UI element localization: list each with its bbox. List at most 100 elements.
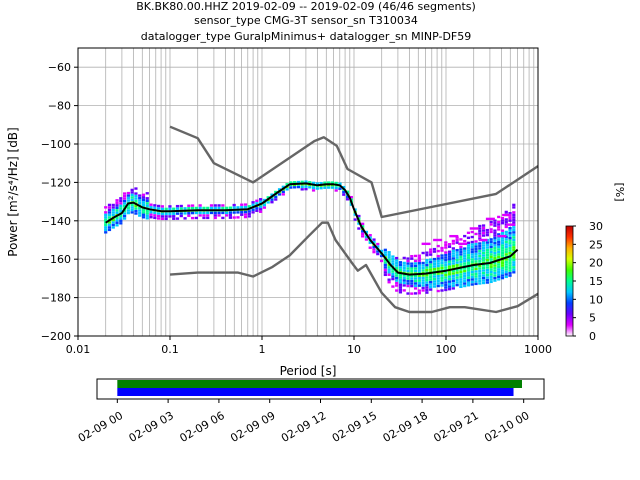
psd-density-cell [485, 231, 489, 234]
psd-density-cell [447, 282, 452, 286]
psd-density-cell [466, 244, 471, 247]
psd-density-cell [463, 234, 467, 238]
psd-density-cell [183, 207, 187, 210]
x-tick-label: 0.1 [161, 343, 179, 356]
psd-density-cell [164, 212, 168, 216]
psd-density-cell [115, 221, 119, 224]
psd-density-cell [500, 231, 505, 235]
title-line-2: sensor_type CMG-3T sensor_sn T310034 [194, 14, 418, 27]
psd-density-cell [470, 240, 474, 244]
psd-density-cell [398, 261, 403, 264]
psd-density-cell [436, 262, 440, 265]
psd-density-cell [119, 204, 123, 208]
psd-density-cell [281, 193, 285, 196]
psd-density-cell [481, 249, 486, 252]
psd-density-cell [198, 214, 202, 217]
psd-density-cell [508, 241, 512, 245]
psd-density-cell [383, 263, 387, 267]
psd-density-cell [425, 273, 429, 277]
psd-density-cell [463, 279, 467, 283]
psd-plot: 0.01 0.1 1 10 100 1000 −60 −80 −100 −120 −140 −160… [6, 47, 552, 378]
psd-density-cell [410, 277, 414, 280]
psd-density-cell [270, 200, 274, 204]
psd-density-cell [497, 220, 501, 224]
psd-density-cell [387, 281, 391, 284]
psd-density-cell [497, 270, 501, 274]
psd-density-cell [395, 279, 399, 282]
psd-density-cell [459, 255, 463, 259]
psd-density-cell [107, 226, 112, 229]
psd-density-cell [122, 209, 127, 213]
psd-density-cell [413, 262, 418, 265]
psd-density-cell [134, 199, 138, 203]
psd-density-cell [481, 266, 486, 270]
psd-density-cell [440, 249, 444, 252]
psd-density-cell [474, 275, 478, 278]
psd-density-cell [383, 268, 387, 272]
psd-density-cell [489, 255, 493, 259]
psd-density-cell [259, 210, 263, 213]
psd-density-cell [459, 270, 463, 274]
psd-density-cell [206, 206, 210, 210]
psd-density-cell [213, 214, 217, 217]
psd-density-cell [391, 255, 395, 258]
psd-density-cell [455, 271, 459, 274]
psd-density-cell [126, 211, 130, 215]
psd-density-cell [361, 230, 365, 233]
psd-density-cell [119, 207, 123, 210]
psd-density-cell [255, 209, 259, 212]
psd-density-cell [444, 258, 448, 262]
psd-density-cell [417, 281, 421, 285]
psd-density-cell [395, 259, 399, 262]
psd-density-cell [160, 212, 164, 216]
psd-density-cell [104, 213, 108, 217]
psd-density-cell [459, 260, 463, 264]
psd-density-cell [221, 216, 225, 220]
psd-density-cell [508, 244, 512, 247]
psd-density-cell [508, 271, 512, 275]
psd-density-cell [115, 199, 119, 202]
psd-density-cell [451, 252, 455, 255]
psd-density-cell [410, 269, 414, 273]
psd-density-cell [447, 273, 452, 276]
psd-density-cell [485, 276, 489, 279]
psd-density-cell [122, 217, 127, 220]
psd-density-cell [451, 264, 455, 268]
psd-density-cell [470, 280, 474, 284]
psd-density-cell [383, 261, 387, 264]
psd-density-cell [447, 250, 452, 253]
psd-density-cell [255, 202, 259, 205]
psd-density-cell [364, 238, 369, 241]
psd-density-cell [500, 221, 505, 225]
psd-density-cell [504, 240, 508, 244]
psd-density-cell [357, 214, 361, 218]
psd-density-cell [345, 195, 350, 198]
psd-density-cell [470, 268, 474, 271]
psd-density-cell [417, 259, 421, 262]
psd-density-cell [474, 277, 478, 281]
psd-density-cell [395, 271, 399, 275]
psd-density-cell [130, 198, 134, 202]
psd-density-cell [451, 279, 455, 283]
psd-density-cell [342, 193, 346, 196]
psd-density-cell [444, 253, 448, 257]
psd-density-cell [406, 277, 410, 280]
psd-density-cell [459, 253, 463, 256]
psd-density-cell [364, 230, 369, 234]
psd-density-cell [497, 225, 501, 229]
psd-density-cell [395, 276, 399, 280]
psd-density-cell [122, 192, 127, 195]
psd-density-cell [345, 198, 350, 201]
psd-density-cell [327, 181, 331, 184]
psd-density-cell [512, 206, 516, 209]
psd-density-cell [504, 218, 508, 221]
psd-density-cell [387, 278, 391, 281]
psd-density-cell [466, 254, 471, 257]
psd-density-cell [485, 258, 489, 262]
psd-density-cell [429, 268, 433, 271]
psd-density-cell [402, 284, 406, 287]
y-tick-label: −80 [48, 100, 71, 113]
psd-density-cell [508, 217, 512, 220]
psd-density-cell [410, 267, 414, 270]
psd-density-cell [485, 273, 489, 277]
